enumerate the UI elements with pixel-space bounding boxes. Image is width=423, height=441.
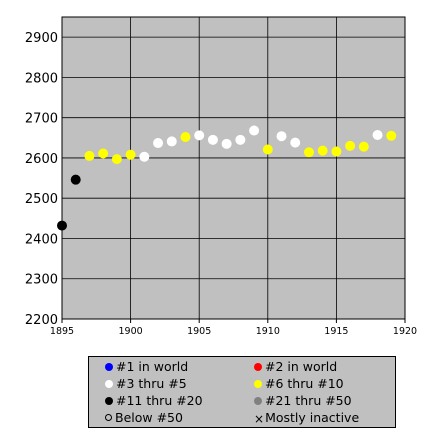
data-point bbox=[372, 129, 383, 140]
y-tick-label: 2700 bbox=[25, 112, 58, 127]
legend-label: #3 thru #5 bbox=[116, 376, 187, 391]
legend: #1 in world #2 in world #3 thru #5 #6 th… bbox=[88, 356, 396, 428]
white-dot-icon bbox=[105, 379, 113, 388]
data-point bbox=[235, 134, 246, 145]
data-point bbox=[345, 140, 356, 151]
legend-item-rank-11-20: #11 thru #20 bbox=[105, 392, 203, 410]
black-dot-icon bbox=[105, 396, 113, 405]
data-point bbox=[111, 154, 122, 165]
hollow-circle-icon bbox=[105, 414, 112, 421]
data-point bbox=[180, 131, 191, 142]
data-point bbox=[166, 136, 177, 147]
x-axis-ticks: 1895 1900 1905 1910 1915 1920 bbox=[50, 319, 417, 337]
y-tick-label: 2500 bbox=[25, 192, 58, 207]
data-point bbox=[386, 130, 397, 141]
data-point bbox=[98, 148, 109, 159]
chart: 2200 2300 2400 2500 2600 2700 2800 2900 1895 190… bbox=[25, 16, 417, 337]
data-point bbox=[221, 138, 232, 149]
data-point bbox=[125, 149, 136, 160]
data-point bbox=[207, 134, 218, 145]
data-points bbox=[57, 125, 397, 231]
y-tick-label: 2800 bbox=[25, 71, 58, 86]
y-tick-label: 2200 bbox=[25, 313, 58, 328]
red-dot-icon bbox=[254, 362, 262, 371]
data-point bbox=[139, 151, 150, 162]
data-point bbox=[358, 141, 369, 152]
legend-label: Mostly inactive bbox=[265, 410, 360, 425]
legend-label: #21 thru #50 bbox=[265, 393, 352, 408]
data-point bbox=[262, 144, 273, 155]
cross-icon: × bbox=[254, 411, 265, 426]
legend-item-rank-6-10: #6 thru #10 bbox=[254, 375, 344, 393]
data-point bbox=[303, 147, 314, 158]
y-tick-label: 2600 bbox=[25, 152, 58, 167]
data-point bbox=[57, 220, 67, 231]
y-tick-label: 2900 bbox=[25, 31, 58, 46]
legend-item-rank-2: #2 in world bbox=[254, 358, 337, 376]
plot-area bbox=[61, 16, 406, 320]
legend-item-inactive: ×Mostly inactive bbox=[254, 409, 359, 427]
data-point bbox=[194, 130, 205, 141]
y-tick-label: 2300 bbox=[25, 273, 58, 288]
data-point bbox=[70, 174, 81, 185]
x-tick-label: 1920 bbox=[393, 326, 417, 337]
data-point bbox=[276, 131, 287, 142]
legend-item-rank-3-5: #3 thru #5 bbox=[105, 375, 187, 393]
y-tick-label: 2400 bbox=[25, 232, 58, 247]
gridlines bbox=[61, 17, 406, 320]
data-point bbox=[317, 145, 328, 156]
legend-label: #2 in world bbox=[265, 359, 338, 374]
yellow-dot-icon bbox=[254, 379, 262, 388]
blue-dot-icon bbox=[105, 362, 113, 371]
legend-item-rank-21-50: #21 thru #50 bbox=[254, 392, 352, 410]
legend-label: #11 thru #20 bbox=[116, 393, 203, 408]
data-point bbox=[153, 138, 164, 149]
legend-item-below-50: Below #50 bbox=[105, 409, 183, 427]
x-tick-label: 1915 bbox=[324, 326, 348, 337]
x-tick-label: 1905 bbox=[187, 326, 211, 337]
x-tick-label: 1895 bbox=[50, 326, 74, 337]
y-axis-ticks: 2200 2300 2400 2500 2600 2700 2800 2900 bbox=[25, 31, 58, 328]
data-point bbox=[249, 125, 260, 136]
data-point bbox=[290, 137, 301, 148]
x-tick-label: 1900 bbox=[119, 326, 143, 337]
data-point bbox=[331, 146, 342, 157]
gray-dot-icon bbox=[254, 396, 262, 405]
x-tick-label: 1910 bbox=[256, 326, 280, 337]
legend-label: #1 in world bbox=[116, 359, 189, 374]
data-point bbox=[84, 150, 95, 161]
legend-label: #6 thru #10 bbox=[265, 376, 344, 391]
legend-item-rank-1: #1 in world bbox=[105, 358, 188, 376]
legend-label: Below #50 bbox=[115, 410, 183, 425]
